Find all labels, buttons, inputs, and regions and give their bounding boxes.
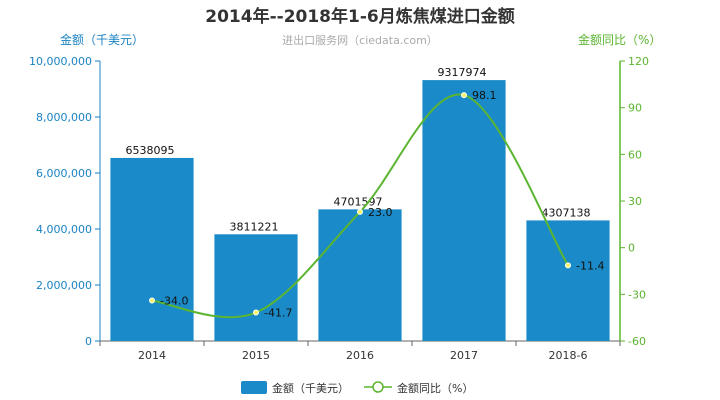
bar-value-label: 4307138 <box>542 206 591 219</box>
yoy-point <box>149 297 155 304</box>
left-axis-title: 金额（千美元） <box>60 32 144 47</box>
plot-area: 0 2,000,000 4,000,000 6,000,000 8,000,000 10,… <box>29 55 649 362</box>
bar <box>214 234 298 341</box>
chart-title: 2014年--2018年1-6月炼焦煤进口金额 <box>205 6 514 27</box>
left-axis-tick-label: 8,000,000 <box>36 111 92 124</box>
left-axis-tick-label: 10,000,000 <box>29 55 92 68</box>
legend[interactable]: 金额（千美元） 金额同比（%） <box>241 381 473 395</box>
x-axis-tick-label: 2014 <box>138 349 166 362</box>
yoy-point <box>253 309 259 316</box>
x-axis-tick-label: 2017 <box>450 349 478 362</box>
yoy-value-label: -41.7 <box>264 307 292 320</box>
bar-value-label: 3811221 <box>230 220 279 233</box>
left-axis-tick-label: 6,000,000 <box>36 167 92 180</box>
yoy-point <box>565 262 571 269</box>
yoy-point <box>461 92 467 99</box>
yoy-value-label: 23.0 <box>368 206 393 219</box>
chart-subtitle: 进出口服务网（ciedata.com） <box>282 33 438 47</box>
bar-value-label: 6538095 <box>126 144 175 157</box>
bar <box>318 209 402 341</box>
bar <box>110 157 194 341</box>
right-axis-title: 金额同比（%） <box>578 32 661 47</box>
left-axis-tick-label: 4,000,000 <box>36 223 92 236</box>
right-axis-tick-label: -60 <box>628 335 646 348</box>
right-axis-tick-label: 0 <box>628 242 635 255</box>
left-axis-tick-label: 0 <box>85 335 92 348</box>
right-axis-tick-label: -30 <box>628 288 646 301</box>
right-axis-tick-label: 60 <box>628 148 642 161</box>
legend-line-marker <box>372 381 384 393</box>
legend-bar-swatch <box>241 381 267 394</box>
x-axis-tick-label: 2015 <box>242 349 270 362</box>
bar <box>526 220 610 341</box>
x-axis-tick-label: 2018-6 <box>549 349 588 362</box>
yoy-line <box>151 93 569 319</box>
yoy-value-label: -34.0 <box>160 295 188 308</box>
right-axis-tick-label: 30 <box>628 195 642 208</box>
yoy-value-label: 98.1 <box>472 89 497 102</box>
yoy-value-label: -11.4 <box>576 259 604 272</box>
legend-line-label: 金额同比（%） <box>397 381 473 395</box>
bar <box>422 80 506 341</box>
x-axis-tick-label: 2016 <box>346 349 374 362</box>
right-axis-tick-label: 120 <box>628 55 649 68</box>
bar-value-label: 9317974 <box>438 66 487 79</box>
right-axis-tick-label: 90 <box>628 102 642 115</box>
left-axis-tick-label: 2,000,000 <box>36 279 92 292</box>
legend-bar-label: 金额（千美元） <box>272 381 349 395</box>
yoy-point <box>357 208 363 215</box>
